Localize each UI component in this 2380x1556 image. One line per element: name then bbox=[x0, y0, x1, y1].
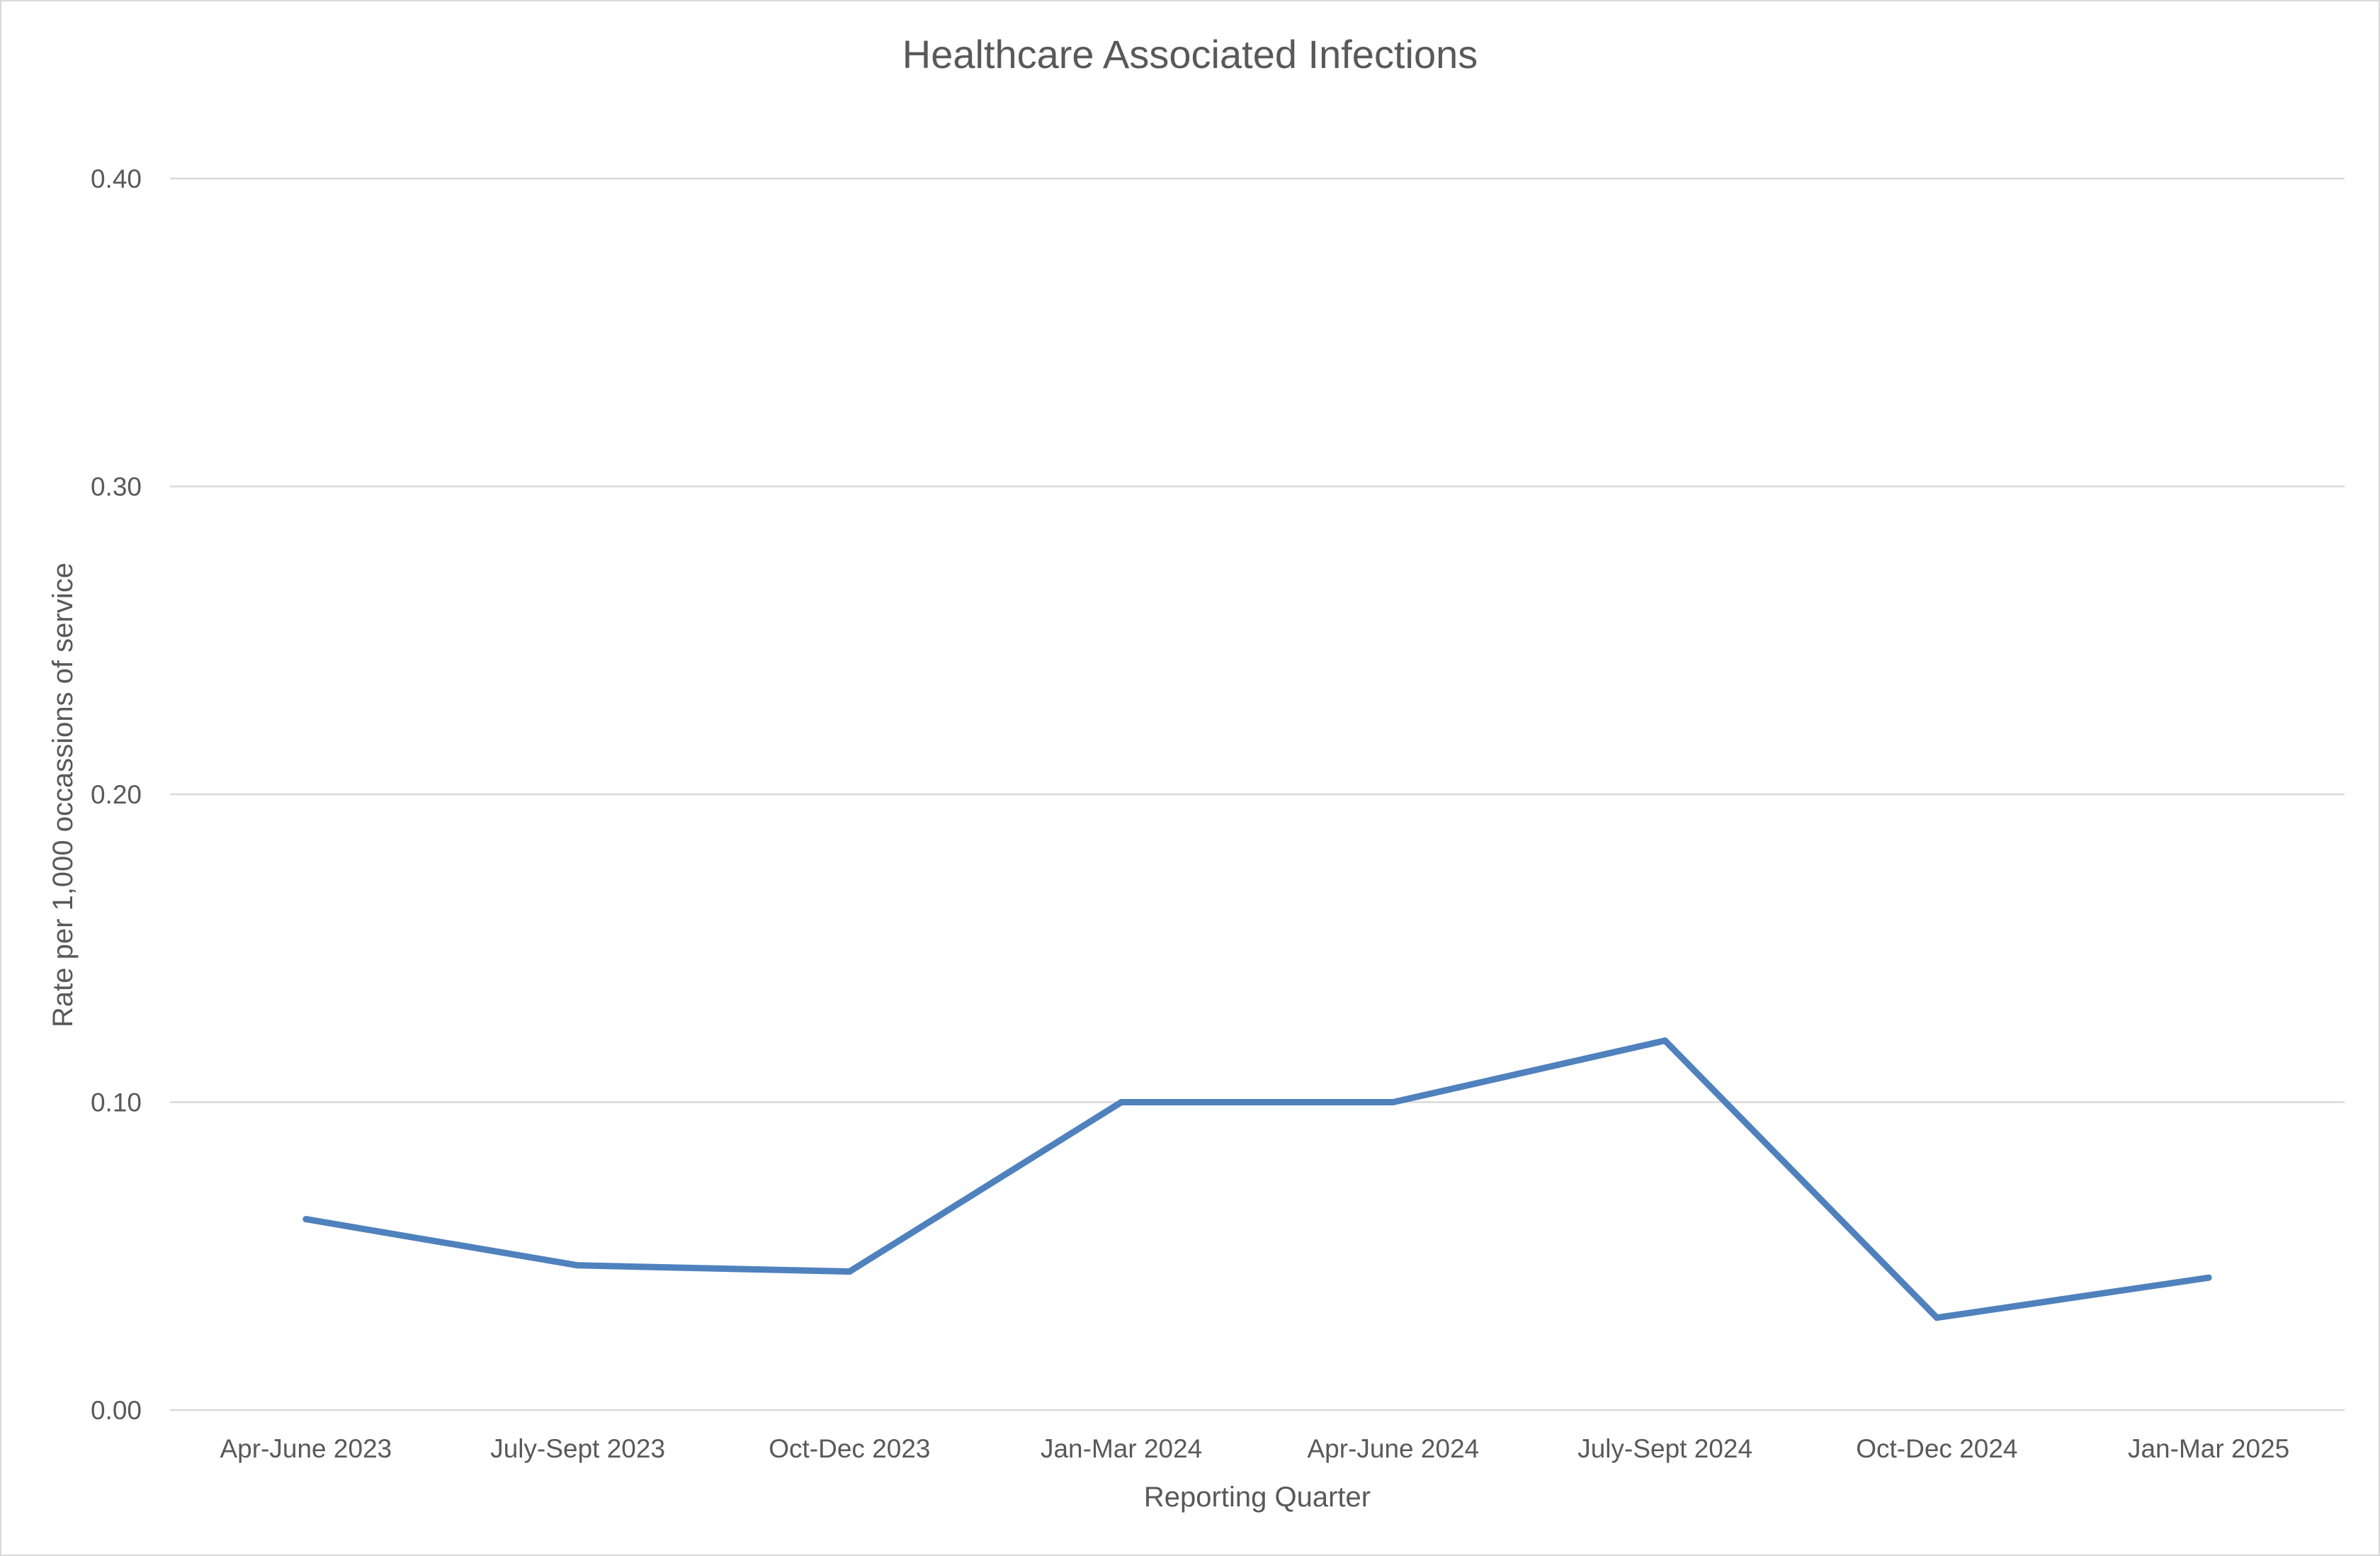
x-tick-label: Oct-Dec 2023 bbox=[769, 1434, 930, 1463]
x-axis-title: Reporting Quarter bbox=[1144, 1482, 1371, 1513]
x-tick-label: Jan-Mar 2024 bbox=[1041, 1434, 1202, 1463]
data-point bbox=[846, 1268, 853, 1275]
x-tick-label: Apr-June 2023 bbox=[220, 1434, 392, 1463]
x-tick-label: Apr-June 2024 bbox=[1308, 1434, 1480, 1463]
x-tick-label: July-Sept 2024 bbox=[1577, 1434, 1752, 1463]
data-point bbox=[574, 1262, 582, 1269]
data-point bbox=[1662, 1037, 1669, 1044]
y-axis-ticks: 0.00 0.10 0.20 0.30 0.40 bbox=[91, 164, 142, 1425]
x-tick-label: Jan-Mar 2025 bbox=[2128, 1434, 2289, 1463]
series-layer bbox=[302, 1037, 2212, 1321]
y-tick-label: 0.20 bbox=[91, 780, 142, 809]
y-axis-title: Rate per 1,000 occassions of service bbox=[47, 563, 79, 1027]
y-tick-label: 0.30 bbox=[91, 473, 142, 502]
x-tick-label: July-Sept 2023 bbox=[490, 1434, 665, 1463]
data-point bbox=[2205, 1274, 2212, 1281]
y-tick-label: 0.00 bbox=[91, 1396, 142, 1425]
y-tick-label: 0.40 bbox=[91, 164, 142, 193]
gridlines bbox=[170, 177, 2345, 1411]
data-point bbox=[1933, 1314, 1940, 1321]
data-point bbox=[1118, 1099, 1125, 1105]
data-point bbox=[302, 1216, 310, 1223]
x-tick-label: Oct-Dec 2024 bbox=[1856, 1434, 2017, 1463]
data-point bbox=[1390, 1099, 1397, 1105]
chart-title: Healthcare Associated Infections bbox=[902, 32, 1478, 77]
y-tick-label: 0.10 bbox=[91, 1088, 142, 1117]
series-line bbox=[302, 1037, 2212, 1321]
x-axis-ticks: Apr-June 2023 July-Sept 2023 Oct-Dec 2023 J… bbox=[220, 1434, 2290, 1463]
